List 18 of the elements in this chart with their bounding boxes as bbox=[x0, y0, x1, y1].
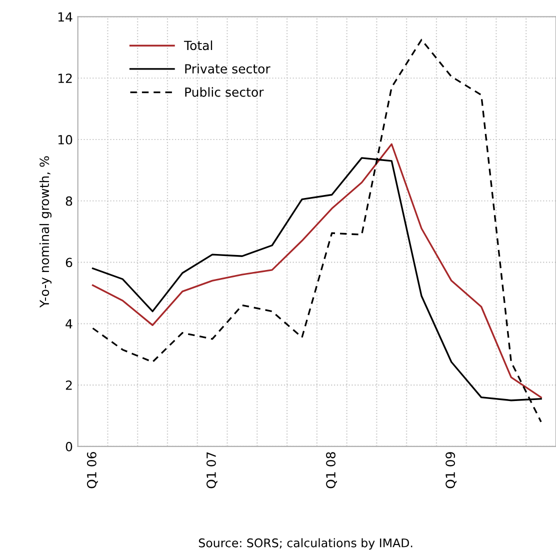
x-tick-label: Q1 07 bbox=[206, 452, 218, 488]
y-tick-label: 10 bbox=[58, 134, 72, 144]
legend-label: Public sector bbox=[185, 87, 264, 97]
line-series bbox=[92, 38, 542, 423]
legend-label: Total bbox=[184, 40, 212, 50]
x-tick-label: Q1 08 bbox=[326, 452, 337, 488]
y-tick-label: 0 bbox=[66, 442, 72, 452]
y-tick-label: 8 bbox=[66, 196, 72, 206]
x-tick-label: Q1 09 bbox=[446, 452, 456, 488]
x-tick-label: Q1 06 bbox=[86, 452, 98, 488]
y-tick-label: 14 bbox=[58, 12, 72, 22]
y-tick-label: 4 bbox=[66, 319, 72, 328]
legend-label: Private sector bbox=[185, 64, 270, 74]
y-tick-label: 12 bbox=[58, 74, 72, 83]
y-tick-label: 2 bbox=[66, 380, 72, 390]
source-note: Source: SORS; calculations by IMAD. bbox=[198, 538, 412, 550]
y-axis-title: Y-o-y nominal growth, % bbox=[39, 156, 52, 308]
y-tick-label: 6 bbox=[66, 258, 72, 268]
